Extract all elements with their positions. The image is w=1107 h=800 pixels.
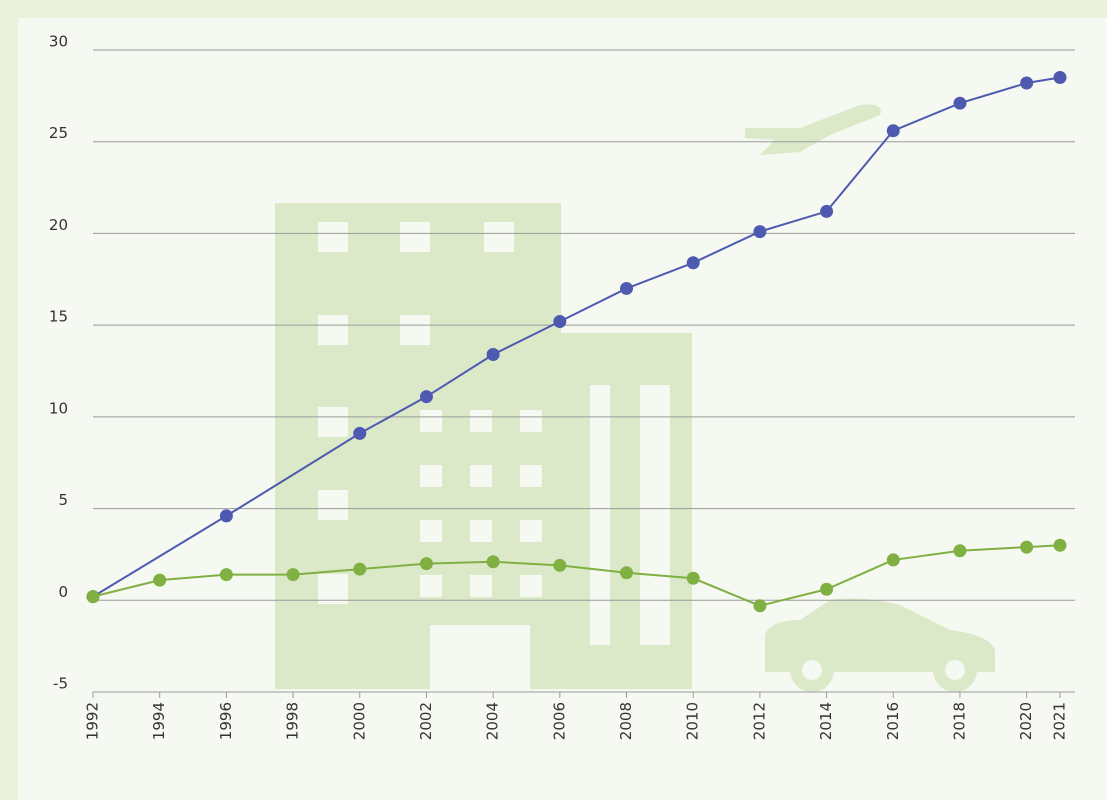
y-tick-label: 10 xyxy=(49,399,68,417)
data-point xyxy=(420,557,433,570)
page: {"chart_data": {"type": "line", "xlim": … xyxy=(0,0,1107,800)
y-tick-label: 30 xyxy=(49,33,68,51)
data-point xyxy=(753,599,766,612)
data-point xyxy=(1020,77,1033,90)
y-tick-label: 0 xyxy=(58,583,68,601)
data-point xyxy=(487,348,500,361)
data-point xyxy=(1054,539,1067,552)
y-tick-label: 15 xyxy=(49,308,68,326)
x-tick-label: 1996 xyxy=(217,702,235,740)
y-tick-label: 20 xyxy=(49,216,68,234)
x-tick-label: 2006 xyxy=(550,702,568,740)
data-point xyxy=(820,205,833,218)
data-point xyxy=(487,555,500,568)
y-tick-label: -5 xyxy=(53,675,68,693)
x-tick-label: 2002 xyxy=(417,702,435,740)
data-point xyxy=(687,572,700,585)
data-point xyxy=(87,590,100,603)
x-tick-label: 1998 xyxy=(284,702,302,740)
x-tick-label: 2014 xyxy=(817,702,835,740)
x-tick-label: 2020 xyxy=(1017,702,1035,740)
data-point xyxy=(887,553,900,566)
data-point xyxy=(953,544,966,557)
data-point xyxy=(153,574,166,587)
data-point xyxy=(553,315,566,328)
data-point xyxy=(220,509,233,522)
data-point xyxy=(1020,541,1033,554)
data-point xyxy=(620,566,633,579)
x-tick-label: 2008 xyxy=(617,702,635,740)
data-point xyxy=(820,583,833,596)
x-tick-label: 1994 xyxy=(150,702,168,740)
x-tick-label: 2012 xyxy=(750,702,768,740)
data-point xyxy=(620,282,633,295)
data-point xyxy=(220,568,233,581)
data-point xyxy=(553,559,566,572)
x-tick-label: 2018 xyxy=(950,702,968,740)
data-point xyxy=(887,124,900,137)
data-point xyxy=(420,390,433,403)
data-point xyxy=(353,563,366,576)
x-tick-label: 2004 xyxy=(484,702,502,740)
data-point xyxy=(287,568,300,581)
x-tick-label: 2021 xyxy=(1051,702,1069,740)
x-tick-label: 2010 xyxy=(684,702,702,740)
x-tick-label: 1992 xyxy=(84,702,102,740)
data-point xyxy=(687,256,700,269)
y-tick-label: 25 xyxy=(49,124,68,142)
data-point xyxy=(353,427,366,440)
y-tick-label: 5 xyxy=(58,491,68,509)
x-tick-label: 2000 xyxy=(350,702,368,740)
data-point xyxy=(753,225,766,238)
data-point xyxy=(953,97,966,110)
chart: -5 0 5 10 15 20 25 30 1992 1994 1996 1998 2000 2002 20… xyxy=(0,0,1107,800)
x-tick-label: 2016 xyxy=(884,702,902,740)
data-point xyxy=(1054,71,1067,84)
